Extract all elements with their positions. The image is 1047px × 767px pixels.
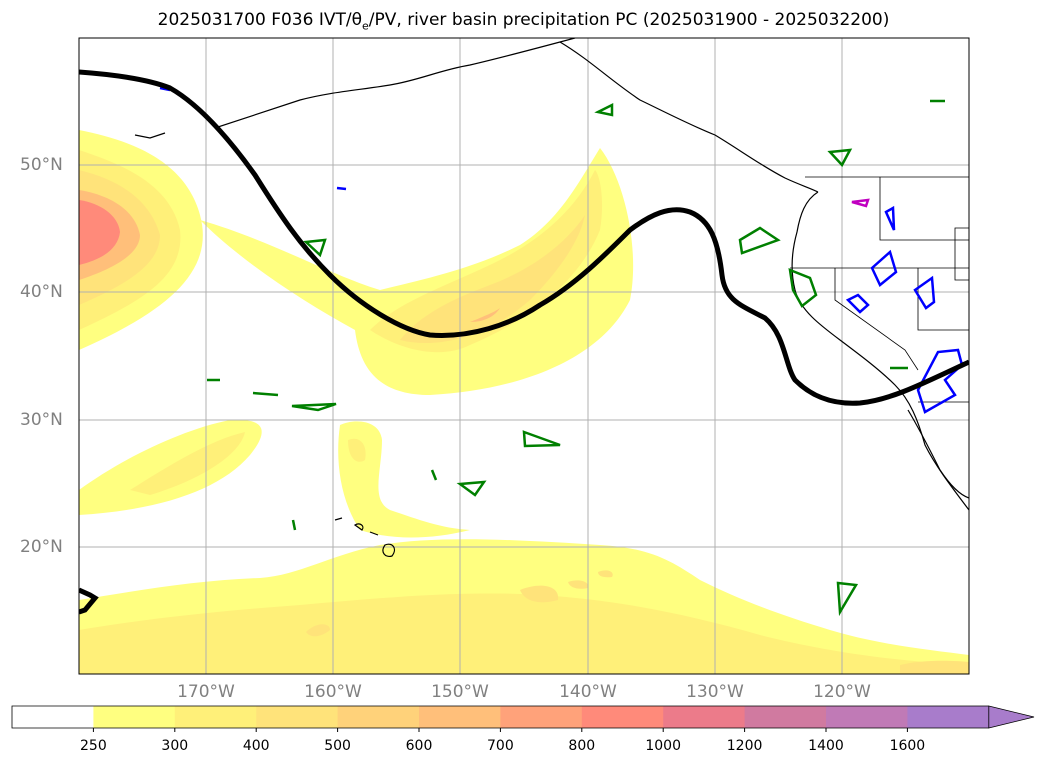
ivt-shading: [79, 130, 969, 674]
gridlines: [79, 38, 969, 674]
lat-label-20n: 20°N: [20, 537, 63, 557]
colorbar-swatch: [500, 706, 583, 728]
lon-label-170w: 170°W: [177, 682, 235, 702]
colorbar-swatch: [256, 706, 339, 728]
colorbar-swatch: [419, 706, 501, 728]
colorbar-swatch: [744, 706, 827, 728]
colorbar-tick-label: 1400: [808, 738, 844, 754]
colorbar: [11, 705, 1035, 732]
state-borders: [790, 176, 969, 403]
lat-label-30n: 30°N: [20, 410, 63, 430]
lon-label-120w: 120°W: [813, 682, 871, 702]
colorbar-swatch: [337, 706, 420, 728]
lon-label-150w: 150°W: [431, 682, 489, 702]
lat-label-50n: 50°N: [20, 155, 63, 175]
lon-label-130w: 130°W: [686, 682, 744, 702]
map-frame: [78, 37, 970, 675]
colorbar-tick-label: 1600: [889, 738, 926, 754]
pv-contour: [79, 69, 969, 615]
colorbar-swatch: [174, 706, 257, 728]
coastlines: [134, 38, 969, 557]
colorbar-swatch: [12, 706, 94, 728]
lon-label-160w: 160°W: [304, 682, 362, 702]
figure-title: 2025031700 F036 IVT/θe/PV, river basin p…: [157, 10, 890, 33]
colorbar-swatch: [663, 706, 746, 728]
colorbar-extend-arrow: [988, 705, 1035, 729]
colorbar-swatch: [907, 706, 990, 728]
lat-label-40n: 40°N: [20, 282, 63, 302]
colorbar-tick-label: 500: [324, 738, 351, 754]
colorbar-tick-label: 700: [487, 738, 514, 754]
colorbar-tick-label: 300: [161, 738, 189, 754]
colorbar-tick-label: 1200: [726, 738, 763, 754]
colorbar-swatch: [93, 706, 176, 728]
colorbar-swatch: [826, 706, 908, 728]
lon-label-140w: 140°W: [559, 682, 617, 702]
colorbar-tick-label: 800: [568, 738, 596, 754]
colorbar-tick-label: 1000: [645, 738, 681, 754]
colorbar-tick-label: 600: [405, 738, 433, 754]
colorbar-tick-label: 250: [80, 738, 107, 754]
colorbar-tick-label: 400: [242, 738, 270, 754]
basin-outlines: [159, 86, 964, 617]
colorbar-swatch: [581, 706, 664, 728]
